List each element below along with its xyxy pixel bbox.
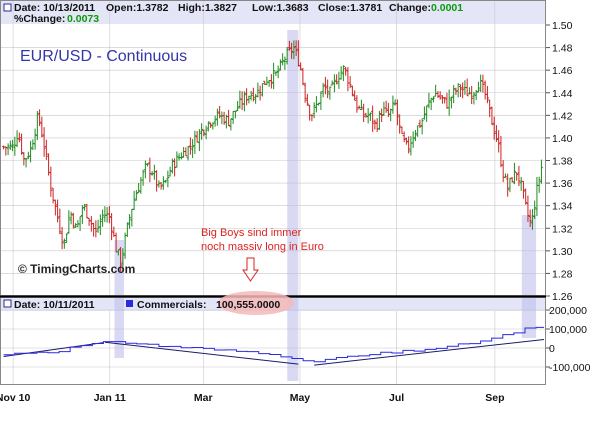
header-change-label: Change: [389, 2, 431, 14]
commercials-value-highlight [218, 291, 294, 315]
y-tick-label: 1.38 [552, 156, 573, 168]
watermark: © TimingCharts.com [18, 262, 135, 276]
header-change-value: 0.0001 [431, 2, 463, 14]
y-tick-label: 1.32 [552, 223, 573, 235]
header-high: High:1.3827 [178, 2, 237, 14]
commercials-value: 100,555.0000 [216, 299, 280, 311]
down-arrow-icon [242, 257, 259, 282]
commercials-line [3, 326, 544, 363]
y-tick-label: 1.48 [552, 43, 573, 55]
top-y-axis: 1.50 1.48 1.46 1.44 1.42 1.40 1.38 1.36 1.34 1.32… [546, 20, 573, 303]
y-tick-label: 1.36 [552, 178, 573, 190]
x-tick-label: May [290, 392, 311, 404]
y-tick-label: 1.50 [552, 20, 573, 32]
y-tick-label: 1.34 [552, 201, 573, 213]
header-pct-change-label: %Change: [14, 13, 65, 25]
blue-square-icon [126, 300, 133, 307]
y-tick-label: -100,000 [549, 362, 591, 374]
bottom-header: Date: 10/11/2011 Commercials: 100,555.00… [3, 291, 294, 315]
ohlc-bars [2, 40, 543, 272]
header-close: Close:1.3781 [318, 2, 382, 14]
commercials-label: Commercials: [137, 299, 206, 311]
header-low: Low:1.3683 [252, 2, 309, 14]
header-pct-change-value: 0.0073 [67, 13, 99, 25]
trendlines [3, 338, 545, 366]
y-tick-label: 1.46 [552, 65, 573, 77]
trendline [104, 341, 299, 365]
chart-title: EUR/USD - Continuous [20, 48, 187, 65]
x-tick-label: Jul [389, 392, 404, 404]
x-tick-label: Sep [485, 392, 504, 404]
header-open: Open:1.3782 [106, 2, 169, 14]
header-band [0, 0, 546, 24]
header-date: Date: 10/13/2011 [14, 2, 95, 14]
y-tick-label: 1.26 [552, 291, 573, 303]
bottom-y-axis: 200,000 100,000 0 -100,000 [546, 305, 591, 374]
y-tick-label: 200,000 [549, 305, 587, 317]
x-tick-label: Jan 11 [94, 392, 126, 404]
sub-header-date: Date: 10/11/2011 [14, 299, 95, 311]
x-tick-label: Nov 10 [0, 392, 30, 404]
y-tick-label: 100,000 [549, 324, 587, 336]
highlight-window [287, 30, 299, 381]
commercials-series [3, 326, 544, 363]
trendline [314, 338, 545, 366]
annotation-line-1: Big Boys sind immer [201, 227, 302, 239]
highlight-windows [114, 30, 537, 381]
y-tick-label: 0 [549, 343, 555, 355]
top-header: Date: 10/13/2011 Open:1.3782 High:1.3827… [3, 2, 463, 25]
top-gridlines [0, 0, 546, 296]
y-tick-label: 1.40 [552, 133, 573, 145]
x-axis: Nov 10 Jan 11 Mar May Jul Sep [0, 392, 505, 404]
y-tick-label: 1.28 [552, 268, 573, 280]
annotation: Big Boys sind immer noch massiv long in … [201, 227, 324, 282]
highlight-window [521, 215, 537, 338]
sub-header-checkbox-icon[interactable] [3, 299, 12, 308]
trendline [3, 342, 104, 358]
y-tick-label: 1.30 [552, 246, 573, 258]
y-tick-label: 1.44 [552, 88, 573, 100]
header-checkbox-icon[interactable] [3, 3, 12, 12]
x-tick-label: Mar [194, 392, 213, 404]
annotation-line-2: noch massiv long in Euro [201, 241, 324, 253]
top-panel-background [0, 0, 546, 296]
y-tick-label: 1.42 [552, 110, 573, 122]
highlight-window [114, 240, 125, 358]
